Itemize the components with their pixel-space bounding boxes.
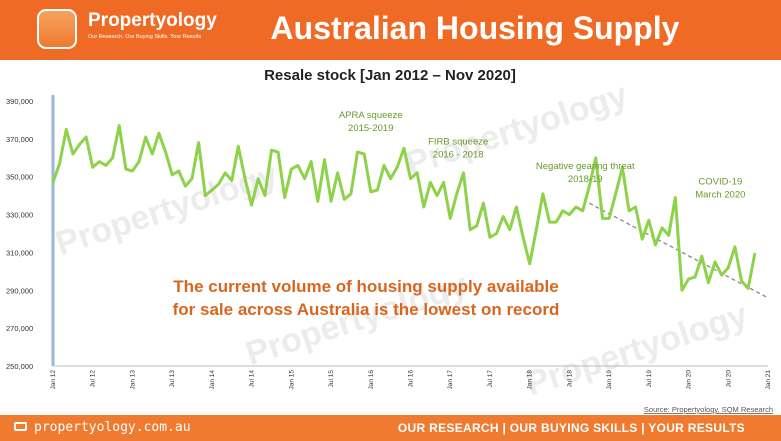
annotation-title: FIRB squeeze <box>428 137 488 148</box>
y-tick-label: 350,000 <box>6 173 33 182</box>
annotation-title: COVID-19 <box>698 176 742 187</box>
x-tick-label: Jul 12 <box>90 370 97 388</box>
y-tick-label: 370,000 <box>6 135 33 144</box>
x-tick-label: Jan 14 <box>209 370 216 390</box>
x-tick-label: Jan 16 <box>368 370 375 390</box>
y-tick-label: 290,000 <box>6 286 33 295</box>
annotation-subtitle: 2018-19 <box>568 174 603 185</box>
x-tick-label: Jul 15 <box>328 370 335 388</box>
x-tick-label: Jul 13 <box>169 370 176 388</box>
x-tick-label: Jan 17 <box>447 370 454 390</box>
annotation-subtitle: March 2020 <box>695 189 745 200</box>
source-note: Source: Propertyology, SQM Research <box>644 405 773 414</box>
x-tick-label: Jul 19 <box>646 370 653 388</box>
y-tick-label: 390,000 <box>6 97 33 106</box>
house-logo-icon <box>37 9 77 49</box>
x-tick-label: Jan 20 <box>686 370 693 390</box>
y-tick-label: 330,000 <box>6 211 33 220</box>
resale-stock-line <box>51 124 757 292</box>
annotation-subtitle: 2015-2019 <box>348 123 393 134</box>
annotation-subtitle: 2016 - 2018 <box>433 150 484 161</box>
x-tick-label: Jul 20 <box>725 370 732 388</box>
x-tick-label: Jul 17 <box>487 370 494 388</box>
watermark-text: Propertyology <box>51 156 282 263</box>
annotation-title: APRA squeeze <box>339 110 403 121</box>
x-tick-label: Jul 14 <box>249 370 256 388</box>
header-banner: Propertyology Our Research. Our Buying S… <box>0 0 781 60</box>
annotation-title: Negative gearing threat <box>536 161 635 172</box>
brand-tagline: Our Research. Our Buying Skills. Your Re… <box>88 34 202 40</box>
x-tick-label: Jan 13 <box>129 370 136 390</box>
x-tick-label: Jan 18 <box>527 370 534 390</box>
footer-tagline: OUR RESEARCH | OUR BUYING SKILLS | YOUR … <box>397 421 745 435</box>
x-tick-label: Jan 21 <box>765 370 772 390</box>
y-tick-label: 250,000 <box>6 362 33 371</box>
headline-message: for sale across Australia is the lowest … <box>173 300 560 319</box>
x-tick-label: Jan 15 <box>288 370 295 390</box>
page-title: Australian Housing Supply <box>270 10 680 46</box>
footer-banner: propertyology.com.au OUR RESEARCH | OUR … <box>0 415 781 441</box>
x-tick-label: Jan 12 <box>50 370 57 390</box>
y-tick-label: 270,000 <box>6 324 33 333</box>
x-tick-label: Jan 19 <box>606 370 613 390</box>
chart-title: Resale stock [Jan 2012 – Nov 2020] <box>264 67 516 84</box>
monitor-icon <box>14 422 27 431</box>
x-tick-label: Jul 18 <box>566 370 573 388</box>
x-tick-label: Jul 16 <box>408 370 415 388</box>
website-link[interactable]: propertyology.com.au <box>34 420 191 435</box>
brand-name: Propertyology <box>88 10 217 31</box>
headline-message: The current volume of housing supply ava… <box>173 277 558 296</box>
y-tick-label: 310,000 <box>6 248 33 257</box>
